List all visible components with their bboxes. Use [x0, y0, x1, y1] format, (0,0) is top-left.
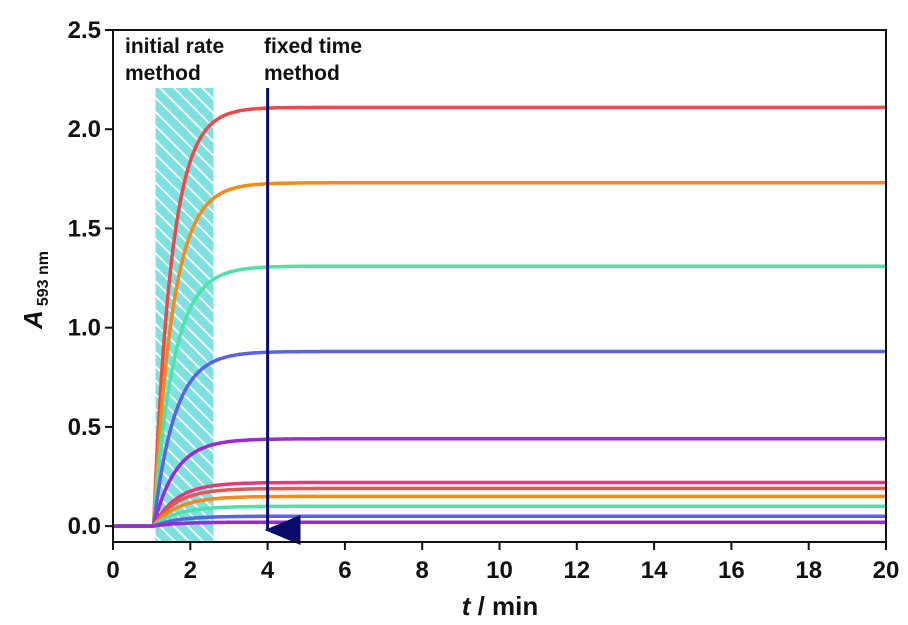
series-line-7 [113, 486, 886, 528]
series-line-4 [113, 349, 886, 528]
ticks-group: 0 2 4 6 8 10 12 14 16 18 20 0.0 0.5 1.0 1.5 2.0 2.5 [68, 17, 900, 584]
y-tick-label: 0.0 [68, 513, 101, 540]
series-line-1 [113, 105, 886, 528]
x-tick-label: 16 [718, 557, 745, 584]
series-group [113, 105, 886, 528]
y-tick-label: 1.5 [68, 215, 101, 242]
series-line-8 [113, 494, 886, 528]
series-line-2 [113, 181, 886, 528]
y-tick-label: 2.5 [68, 17, 101, 44]
initial-rate-label-line1: initial rate [125, 35, 224, 58]
x-tick-label: 14 [641, 557, 668, 584]
x-tick-label: 0 [106, 557, 119, 584]
y-tick-label: 0.5 [68, 414, 101, 441]
y-axis-sub: 593 nm [35, 251, 52, 306]
x-tick-label: 8 [416, 557, 429, 584]
x-tick-label: 20 [873, 557, 900, 584]
fixed-time-label-line1: fixed time [264, 35, 362, 58]
x-tick-label: 4 [261, 557, 275, 584]
y-axis-title: A 593 nm [18, 251, 52, 330]
x-axis-unit: / min [470, 591, 538, 621]
initial-rate-label-line2: method [125, 62, 201, 85]
series-line-9 [113, 504, 886, 528]
series-line-6 [113, 480, 886, 528]
series-line-11 [113, 520, 886, 528]
y-tick-label: 1.0 [68, 315, 101, 342]
x-tick-label: 18 [795, 557, 822, 584]
initial-rate-band [155, 88, 214, 542]
x-axis-title: t / min [462, 591, 539, 621]
series-line-10 [113, 514, 886, 528]
series-line-3 [113, 264, 886, 528]
x-axis-var: t [462, 591, 472, 621]
x-tick-label: 10 [486, 557, 513, 584]
y-axis-var: A [18, 310, 48, 330]
x-tick-label: 2 [184, 557, 197, 584]
series-line-5 [113, 437, 886, 528]
x-tick-label: 6 [338, 557, 351, 584]
x-tick-label: 12 [563, 557, 590, 584]
fixed-time-label-line2: method [264, 62, 340, 85]
y-tick-label: 2.0 [68, 116, 101, 143]
